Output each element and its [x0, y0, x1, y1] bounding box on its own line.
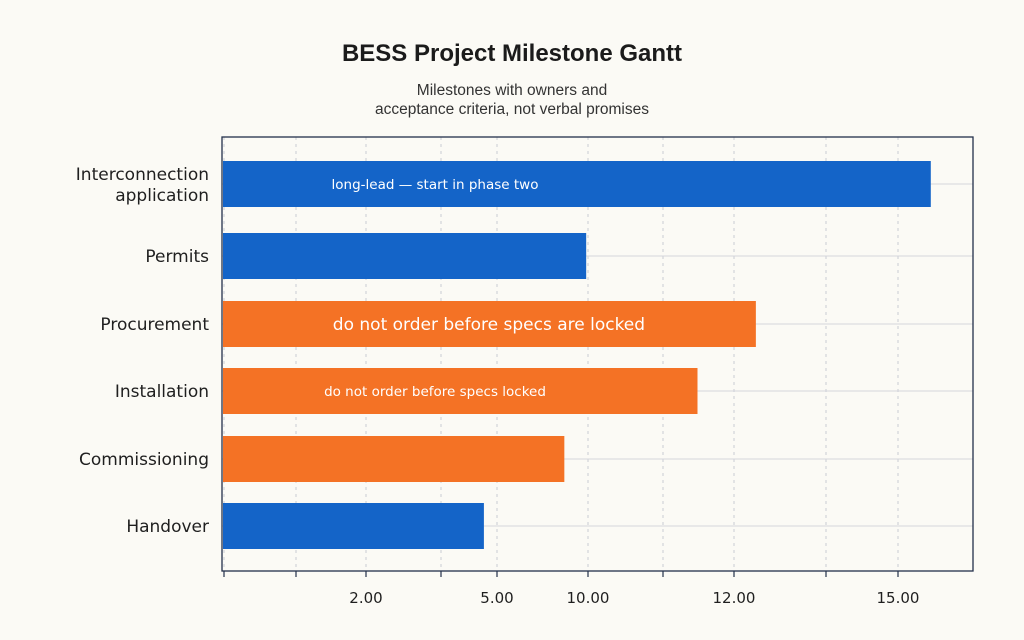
plot-frame — [221, 136, 974, 572]
category-labels: Interconnection application Permits Procure… — [76, 165, 210, 537]
x-tick-label: 2.00 — [349, 589, 382, 607]
category-label: Handover — [126, 517, 209, 537]
bar — [223, 161, 931, 207]
category-label: Commissioning — [79, 450, 209, 470]
category-label: Permits — [145, 247, 209, 267]
bar — [223, 436, 565, 482]
chart-title: BESS Project Milestone Gantt — [342, 40, 682, 67]
x-tick-label: 5.00 — [480, 589, 513, 607]
x-tick-label: 15.00 — [877, 589, 920, 607]
bar — [223, 503, 484, 549]
bar-annotation: do not order before specs locked — [324, 384, 546, 400]
bar-annotation: do not order before specs are locked — [333, 315, 645, 335]
category-label: Installation — [115, 382, 209, 402]
x-tick-label: 10.00 — [567, 589, 610, 607]
x-axis: 2.00 5.00 10.00 12.00 15.00 — [223, 571, 920, 607]
category-label: Procurement — [100, 315, 209, 335]
bars: long-lead — start in phase two do not ord… — [223, 161, 931, 549]
bar — [223, 233, 587, 279]
bar-annotation: long-lead — start in phase two — [332, 177, 539, 193]
chart-subtitle: Milestones with owners and acceptance cri… — [375, 82, 649, 118]
bar — [223, 368, 698, 414]
category-label: Interconnection application — [76, 165, 209, 206]
bar — [223, 301, 756, 347]
x-tick-label: 12.00 — [713, 589, 756, 607]
